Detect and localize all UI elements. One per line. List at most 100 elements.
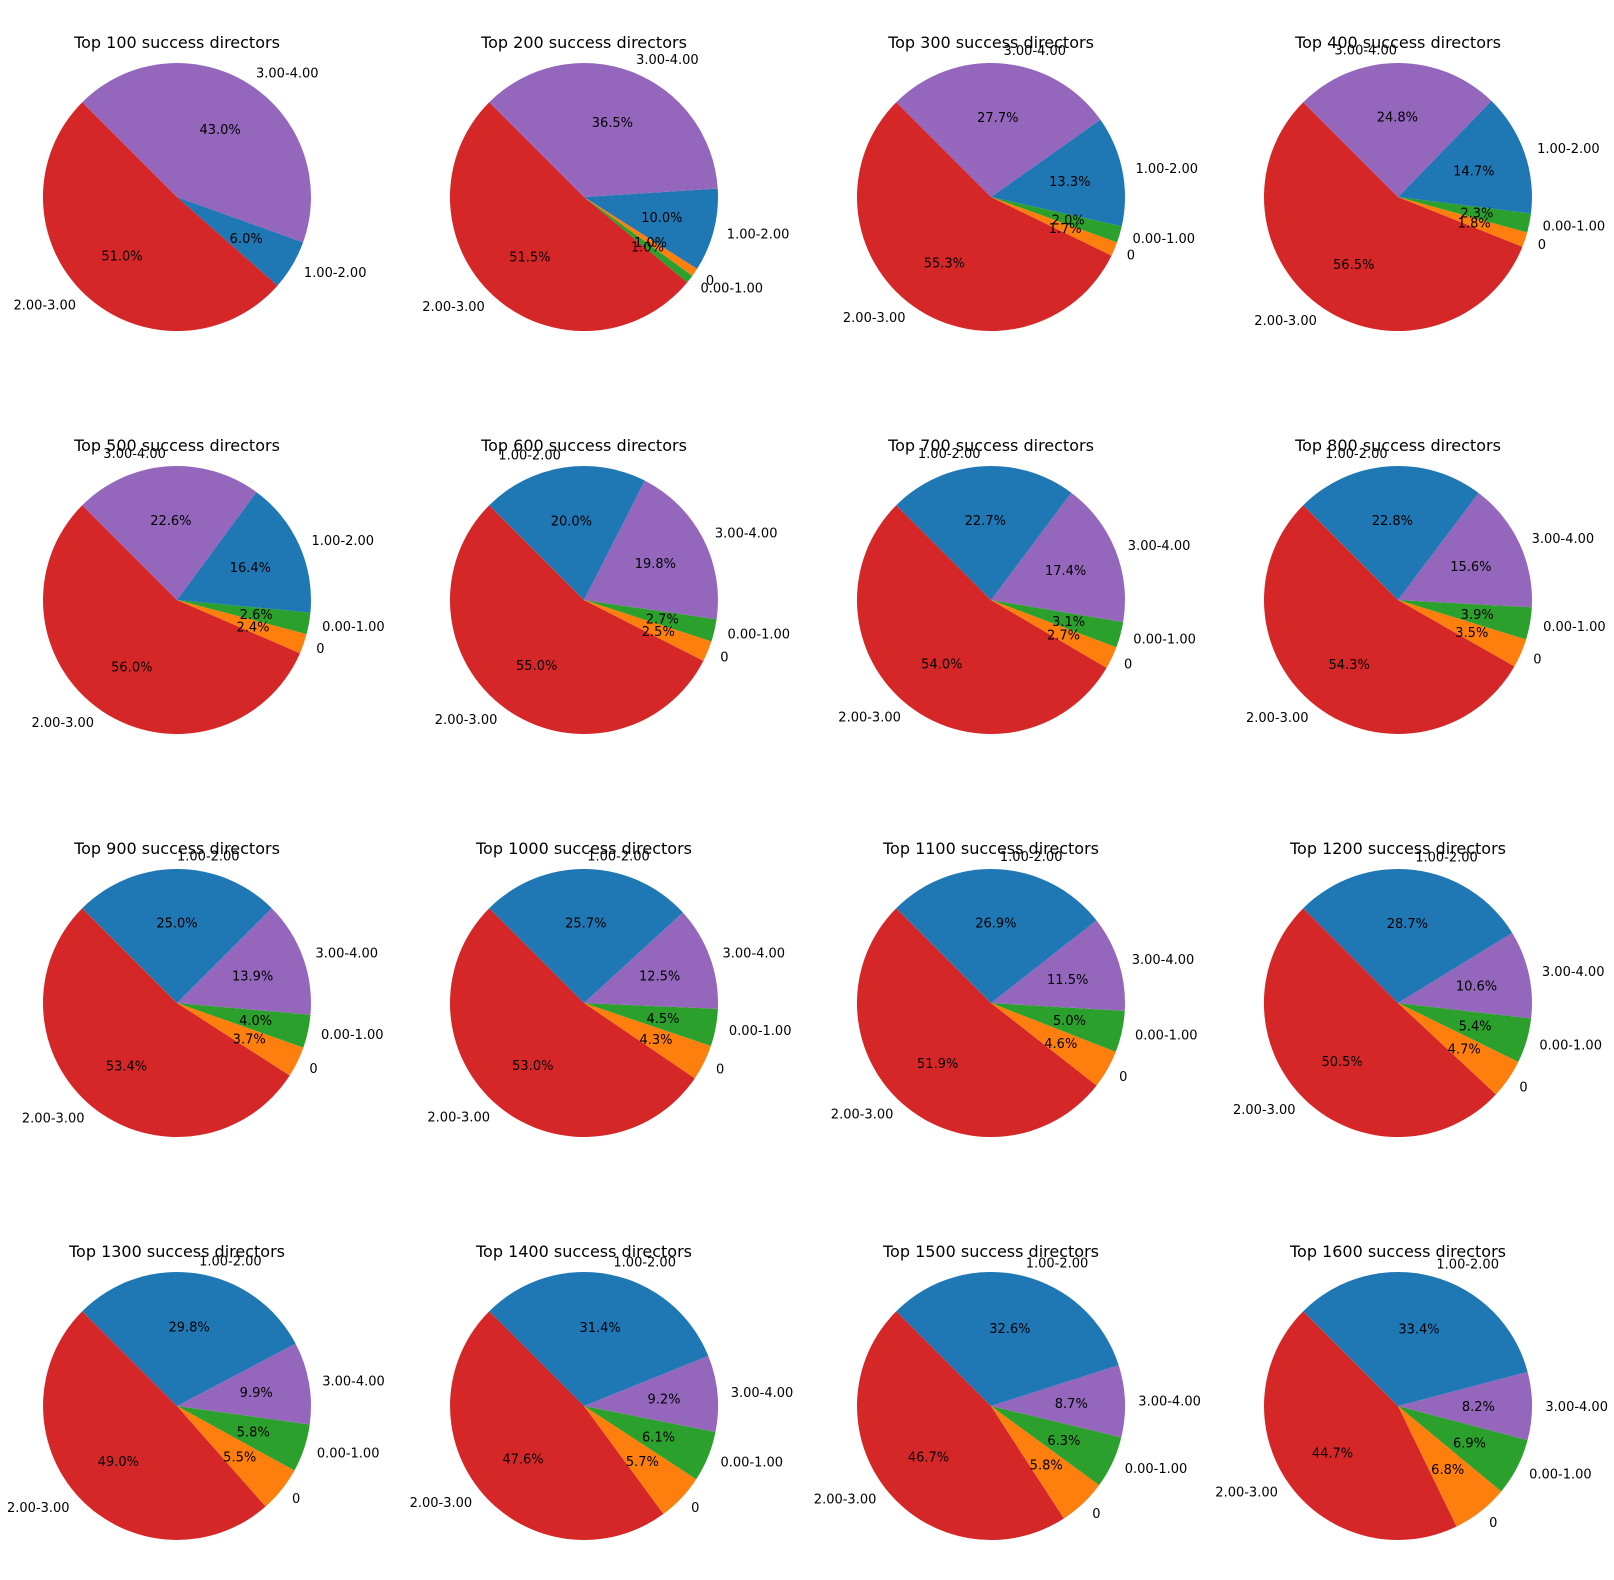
percent-label: 5.0% bbox=[1053, 1014, 1086, 1029]
slice-label: 3.00-4.00 bbox=[1532, 532, 1595, 547]
pie-slice bbox=[857, 1311, 1064, 1540]
percent-label: 47.6% bbox=[502, 1452, 543, 1467]
pie-slice bbox=[584, 600, 712, 661]
pie-chart: Top 1300 success directors 2.00-3.00 49.0%… bbox=[7, 1242, 385, 1540]
percent-label: 55.0% bbox=[516, 659, 557, 674]
pie-slice bbox=[1398, 1003, 1532, 1062]
pie-chart: Top 900 success directors 2.00-3.00 53.4% 0… bbox=[22, 839, 384, 1138]
slice-label: 0.00-1.00 bbox=[729, 1024, 792, 1039]
pie-slice bbox=[1263, 102, 1523, 332]
slice-label: 3.00-4.00 bbox=[636, 53, 699, 68]
pie-slice bbox=[489, 869, 683, 1003]
pie-slice bbox=[1398, 197, 1528, 247]
percent-label: 2.4% bbox=[236, 620, 269, 635]
slice-label: 3.00-4.00 bbox=[723, 947, 786, 962]
pie-slice bbox=[177, 1343, 311, 1425]
slice-label: 2.00-3.00 bbox=[410, 1496, 473, 1511]
slice-label: 3.00-4.00 bbox=[1138, 1395, 1201, 1410]
pie-slice bbox=[584, 1355, 719, 1432]
pie-slice bbox=[1303, 869, 1513, 1003]
slice-label: 0.00-1.00 bbox=[1539, 1039, 1602, 1054]
percent-label: 31.4% bbox=[579, 1321, 620, 1336]
pie-slice bbox=[177, 1003, 311, 1048]
slice-label: 0.00-1.00 bbox=[1125, 1462, 1188, 1477]
pie-slice bbox=[1398, 1371, 1533, 1441]
percent-label: 13.9% bbox=[232, 970, 273, 985]
pie-slice bbox=[584, 1406, 697, 1514]
pie-chart: Top 300 success directors 2.00-3.00 55.3% 0… bbox=[843, 33, 1198, 332]
percent-label: 55.3% bbox=[924, 257, 965, 272]
percent-label: 27.7% bbox=[977, 111, 1018, 126]
percent-label: 2.7% bbox=[646, 612, 679, 627]
pie-slice bbox=[991, 1406, 1122, 1486]
slice-label: 1.00-2.00 bbox=[1325, 447, 1388, 462]
slice-label: 0 bbox=[706, 274, 714, 289]
slice-label: 0 bbox=[716, 1063, 724, 1078]
pie-chart: Top 100 success directors 2.00-3.00 51.0% 1… bbox=[14, 33, 367, 332]
percent-label: 43.0% bbox=[199, 123, 240, 138]
slice-label: 2.00-3.00 bbox=[14, 298, 77, 313]
slice-label: 0.00-1.00 bbox=[1529, 1467, 1592, 1482]
percent-label: 2.5% bbox=[642, 625, 675, 640]
pie-slice bbox=[42, 102, 278, 332]
slice-label: 2.00-3.00 bbox=[22, 1112, 85, 1127]
slice-label: 0.00-1.00 bbox=[321, 1028, 384, 1043]
percent-label: 51.5% bbox=[509, 251, 550, 266]
pie-slice bbox=[991, 1406, 1100, 1519]
pie-slice bbox=[584, 1003, 711, 1079]
pie-chart: Top 700 success directors 2.00-3.00 54.0% 0… bbox=[838, 436, 1196, 735]
slice-label: 0 bbox=[1119, 1070, 1127, 1085]
pie-slice bbox=[584, 912, 718, 1009]
slice-label: 0 bbox=[1092, 1507, 1100, 1522]
chart-title: Top 1500 success directors bbox=[882, 1242, 1099, 1261]
pie-slice bbox=[584, 197, 693, 283]
pie-slice bbox=[43, 1311, 266, 1540]
pie-slice bbox=[489, 1272, 709, 1406]
slice-label: 2.00-3.00 bbox=[843, 311, 906, 326]
slice-label: 0.00-1.00 bbox=[1133, 232, 1196, 247]
slice-label: 0.00-1.00 bbox=[322, 620, 385, 635]
percent-label: 2.0% bbox=[1052, 213, 1085, 228]
percent-label: 51.0% bbox=[101, 250, 142, 265]
percent-label: 26.9% bbox=[975, 917, 1016, 932]
slice-label: 2.00-3.00 bbox=[838, 711, 901, 726]
percent-label: 50.5% bbox=[1321, 1055, 1362, 1070]
chart-title: Top 1200 success directors bbox=[1289, 839, 1506, 858]
percent-label: 6.3% bbox=[1047, 1434, 1080, 1449]
chart-title: Top 1100 success directors bbox=[882, 839, 1099, 858]
percent-label: 6.0% bbox=[230, 232, 263, 247]
percent-label: 12.5% bbox=[639, 970, 680, 985]
percent-label: 4.6% bbox=[1044, 1037, 1077, 1052]
pie-slice bbox=[991, 197, 1118, 256]
percent-label: 22.8% bbox=[1372, 514, 1413, 529]
slice-label: 0.00-1.00 bbox=[1543, 220, 1606, 235]
percent-label: 9.2% bbox=[647, 1392, 680, 1407]
percent-label: 32.6% bbox=[989, 1322, 1030, 1337]
pie-slice bbox=[450, 1311, 664, 1540]
slice-label: 0 bbox=[1124, 658, 1132, 673]
percent-label: 13.3% bbox=[1049, 175, 1090, 190]
slice-label: 1.00-2.00 bbox=[312, 534, 375, 549]
percent-label: 3.1% bbox=[1052, 615, 1085, 630]
slice-label: 2.00-3.00 bbox=[435, 713, 498, 728]
pie-chart: Top 200 success directors 2.00-3.00 51.5% 0… bbox=[422, 33, 789, 332]
percent-label: 4.5% bbox=[646, 1012, 679, 1027]
slice-label: 3.00-4.00 bbox=[1542, 965, 1605, 980]
pie-slice bbox=[1264, 1311, 1457, 1540]
slice-label: 0 bbox=[1519, 1081, 1527, 1096]
slice-label: 3.00-4.00 bbox=[1334, 44, 1397, 59]
pie-slice bbox=[991, 920, 1126, 1011]
slice-label: 2.00-3.00 bbox=[1246, 711, 1309, 726]
slice-label: 1.00-2.00 bbox=[199, 1254, 262, 1269]
percent-label: 2.7% bbox=[1047, 629, 1080, 644]
pie-slice bbox=[1303, 63, 1492, 197]
slice-label: 0.00-1.00 bbox=[721, 1456, 784, 1471]
slice-label: 1.00-2.00 bbox=[304, 266, 367, 281]
chart-title: Top 700 success directors bbox=[887, 436, 1094, 455]
slice-label: 1.00-2.00 bbox=[1436, 1258, 1499, 1273]
pie-slice bbox=[991, 1003, 1125, 1052]
chart-title: Top 500 success directors bbox=[73, 436, 280, 455]
percent-label: 54.0% bbox=[921, 658, 962, 673]
slice-label: 3.00-4.00 bbox=[322, 1375, 385, 1390]
percent-label: 11.5% bbox=[1047, 973, 1088, 988]
